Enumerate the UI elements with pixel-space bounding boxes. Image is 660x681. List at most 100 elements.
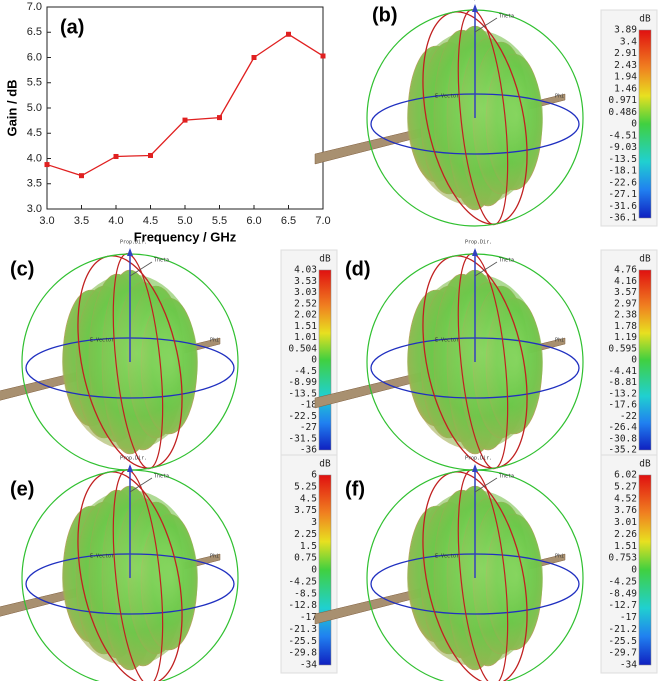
colorbar-label: -17 (300, 612, 317, 623)
marker (286, 31, 291, 37)
colorbar-unit: dB (639, 14, 651, 25)
x-tick-label: 3.0 (39, 215, 54, 227)
colorbar-label: 0 (631, 565, 637, 576)
colorbar-label: -25.5 (288, 636, 317, 647)
y-tick-label: 7.0 (27, 1, 42, 13)
colorbar-label: -26.4 (608, 422, 637, 433)
colorbar-label: 5.27 (614, 481, 637, 492)
arrow-head (472, 248, 478, 256)
marker (148, 152, 153, 158)
colorbar-label: 2.91 (614, 48, 637, 59)
arrow-head (127, 464, 133, 472)
colorbar (318, 269, 332, 451)
colorbar-label: 2.38 (614, 310, 637, 321)
axis-text: Phi (555, 94, 564, 100)
colorbar-label: -27.1 (608, 189, 637, 200)
marker (182, 117, 188, 123)
colorbar-label: 0.753 (608, 553, 637, 564)
colorbar-label: 3.89 (614, 25, 637, 36)
colorbar-label: 0.971 (608, 95, 637, 106)
colorbar-label: -29.7 (608, 648, 637, 659)
colorbar-label: -8.49 (608, 588, 637, 599)
colorbar-unit: dB (319, 254, 331, 265)
colorbar-label: -29.8 (288, 648, 317, 659)
colorbar-label: 3.53 (294, 276, 317, 287)
colorbar-label: 1.78 (614, 321, 637, 332)
colorbar-label: -8.99 (288, 377, 317, 388)
colorbar-label: -21.2 (608, 624, 637, 635)
colorbar-label: -12.7 (608, 600, 637, 611)
radiation-pattern: Prop.Dir. Theta E-Vector Phi (0, 240, 239, 471)
colorbar-label: 0 (311, 355, 317, 366)
colorbar (638, 29, 652, 219)
colorbar-label: -17 (620, 612, 637, 623)
marker (113, 153, 119, 159)
y-tick-label: 6.5 (27, 26, 42, 38)
colorbar-label: 1.01 (294, 332, 317, 343)
colorbar-label: -34 (620, 660, 637, 671)
colorbar-label: 2.25 (294, 529, 317, 540)
marker (79, 173, 84, 179)
marker (44, 162, 50, 168)
colorbar-label: 2.02 (294, 310, 317, 321)
axis-text: Phi (210, 554, 219, 560)
panel-label: (a) (60, 16, 84, 38)
colorbar-label: 2.43 (614, 60, 637, 71)
colorbar-label: 1.5 (300, 541, 317, 552)
x-tick-label: 5.5 (212, 215, 227, 227)
marker (251, 55, 257, 60)
colorbar-label: -35.2 (608, 445, 637, 456)
colorbar-unit: dB (639, 459, 651, 470)
panel-label: (c) (10, 258, 34, 280)
axis-text: E-Vector (435, 94, 459, 100)
theta-arrow (474, 477, 498, 493)
colorbar-label: -4.25 (288, 576, 317, 587)
colorbar (638, 269, 652, 451)
colorbar-label: -13.5 (288, 388, 317, 399)
radiation-pattern: Prop.Dir. Theta E-Vector Phi (0, 456, 239, 681)
colorbar-label: 0 (631, 119, 637, 130)
axis-text: Phi (555, 338, 564, 344)
x-tick-label: 4.0 (108, 215, 123, 227)
colorbar (318, 474, 332, 666)
y-tick-label: 3.0 (27, 203, 42, 215)
colorbar-label: 3.01 (614, 517, 637, 528)
colorbar-label: 3.03 (294, 287, 317, 298)
colorbar-label: 1.94 (614, 72, 637, 83)
axis-text: Prop.Dir. (120, 456, 147, 462)
colorbar-label: -17.6 (608, 400, 637, 411)
axis-text: Theta (154, 474, 169, 480)
theta-arrow (474, 261, 498, 277)
colorbar-label: -12.8 (288, 600, 317, 611)
arrow-head (127, 248, 133, 256)
colorbar-label: -13.5 (608, 154, 637, 165)
panel-label: (b) (372, 4, 398, 26)
colorbar-label: -9.03 (608, 142, 637, 153)
colorbar-label: -34 (300, 660, 317, 671)
colorbar (638, 474, 652, 666)
colorbar-label: -30.8 (608, 433, 637, 444)
axis-text: E-Vector (435, 554, 459, 560)
axis-text: Phi (555, 554, 564, 560)
y-tick-label: 5.5 (27, 77, 42, 89)
y-tick-label: 6.0 (27, 51, 42, 63)
x-tick-label: 6.5 (281, 215, 296, 227)
colorbar-label: -8.5 (294, 588, 317, 599)
colorbar-unit: dB (639, 254, 651, 265)
colorbar-label: 3.57 (614, 287, 637, 298)
colorbar-label: 6 (311, 470, 317, 481)
theta-arrow (474, 17, 498, 33)
radiation-pattern: Prop.Dir. Theta E-Vector Phi (314, 456, 584, 681)
plot-frame (46, 6, 324, 210)
y-tick-label: 3.5 (27, 178, 42, 190)
colorbar-label: -22.6 (608, 177, 637, 188)
axis-text: Phi (210, 338, 219, 344)
theta-arrow (129, 261, 153, 277)
colorbar-label: -4.51 (608, 130, 637, 141)
colorbar-label: 0 (631, 355, 637, 366)
colorbar-label: 0.75 (294, 553, 317, 564)
colorbar-label: 1.51 (614, 541, 637, 552)
colorbar-label: -31.6 (608, 201, 637, 212)
